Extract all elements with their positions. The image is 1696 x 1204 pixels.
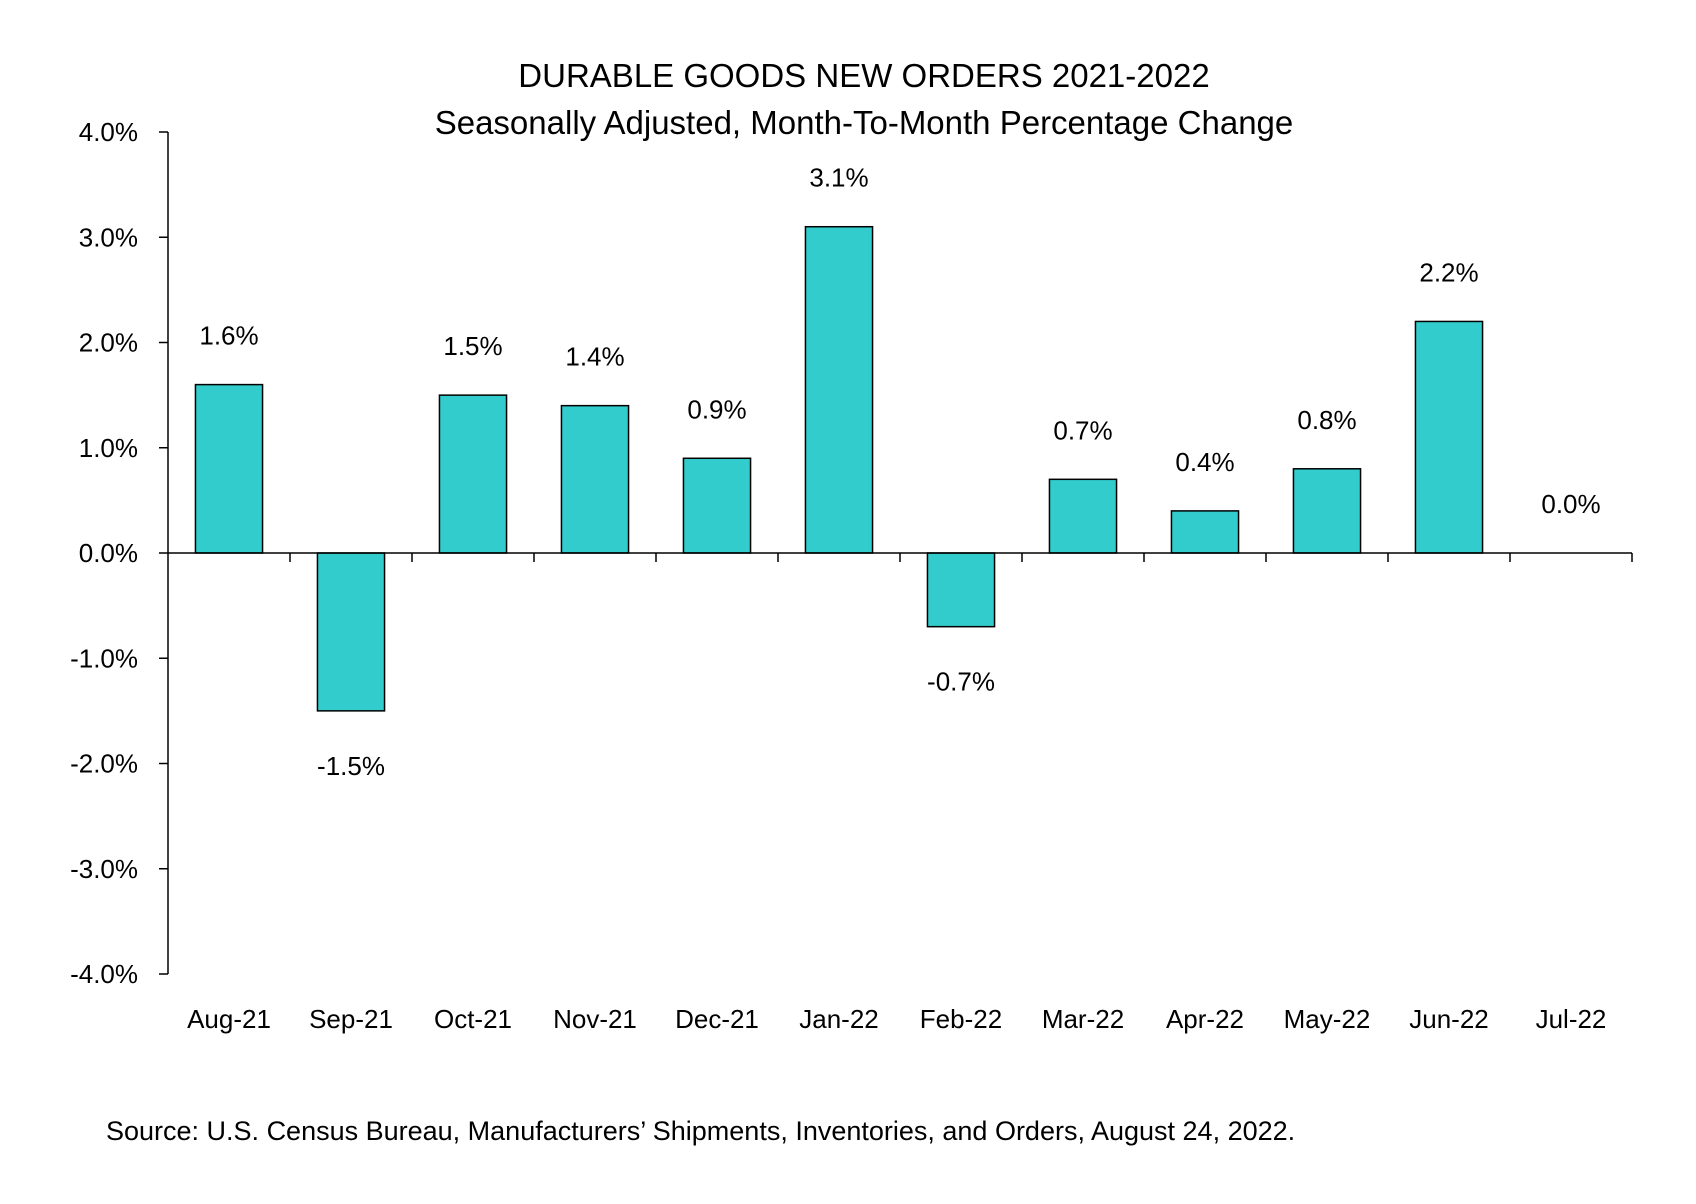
data-label: 0.8%: [1297, 405, 1356, 435]
data-label: 0.0%: [1541, 489, 1600, 519]
data-label: -0.7%: [927, 667, 995, 697]
bar: [1048, 478, 1118, 554]
y-axis: 4.0% 3.0% 2.0% 1.0% 0.0% -1.0% -2.0% -3.0% -4.0%: [70, 117, 169, 989]
x-tick-label: Jun-22: [1409, 1004, 1489, 1034]
data-label: -1.5%: [317, 751, 385, 781]
y-tick-label: -2.0%: [70, 749, 138, 779]
bar: [1292, 468, 1362, 554]
data-label: 0.9%: [687, 394, 746, 424]
bar: [194, 383, 264, 554]
bar: [926, 552, 996, 628]
bar: [1414, 320, 1484, 554]
y-tick-label: 0.0%: [79, 538, 138, 568]
x-tick-label: Apr-22: [1166, 1004, 1244, 1034]
data-labels: 1.6% -1.5% 1.5% 1.4% 0.9% 3.1% -0.7% 0.7% 0.4% 0.…: [199, 163, 1600, 781]
data-label: 1.6%: [199, 321, 258, 351]
data-label: 0.4%: [1175, 447, 1234, 477]
x-tick-label: Jul-22: [1536, 1004, 1607, 1034]
bar-series: [194, 225, 1484, 712]
bar: [316, 552, 386, 712]
x-tick-label: Nov-21: [553, 1004, 637, 1034]
x-tick-label: Aug-21: [187, 1004, 271, 1034]
x-axis: [168, 552, 1633, 562]
bar: [560, 404, 630, 554]
data-label: 0.7%: [1053, 415, 1112, 445]
y-tick-label: 4.0%: [79, 117, 138, 147]
data-label: 2.2%: [1419, 257, 1478, 287]
y-tick-label: 1.0%: [79, 433, 138, 463]
bar: [438, 394, 508, 554]
data-label: 3.1%: [809, 163, 868, 193]
y-tick-label: -4.0%: [70, 959, 138, 989]
data-label: 1.5%: [443, 331, 502, 361]
y-tick-label: 3.0%: [79, 222, 138, 252]
data-label: 1.4%: [565, 342, 624, 372]
x-tick-label: Mar-22: [1042, 1004, 1124, 1034]
x-tick-label: Sep-21: [309, 1004, 393, 1034]
x-tick-label: Dec-21: [675, 1004, 759, 1034]
x-tick-label: May-22: [1284, 1004, 1371, 1034]
chart-subtitle: Seasonally Adjusted, Month-To-Month Perc…: [435, 104, 1294, 141]
bar: [1170, 510, 1240, 554]
y-tick-label: 2.0%: [79, 328, 138, 358]
source-note: Source: U.S. Census Bureau, Manufacturer…: [106, 1116, 1296, 1146]
y-tick-label: -1.0%: [70, 643, 138, 673]
x-tick-label: Feb-22: [920, 1004, 1002, 1034]
chart-title: DURABLE GOODS NEW ORDERS 2021-2022: [518, 57, 1209, 94]
x-tick-label: Jan-22: [799, 1004, 879, 1034]
bar: [682, 457, 752, 554]
x-tick-label: Oct-21: [434, 1004, 512, 1034]
y-tick-label: -3.0%: [70, 854, 138, 884]
bar: [804, 225, 874, 554]
x-axis-tick-labels: Aug-21 Sep-21 Oct-21 Nov-21 Dec-21 Jan-22 Feb-…: [187, 1004, 1606, 1034]
